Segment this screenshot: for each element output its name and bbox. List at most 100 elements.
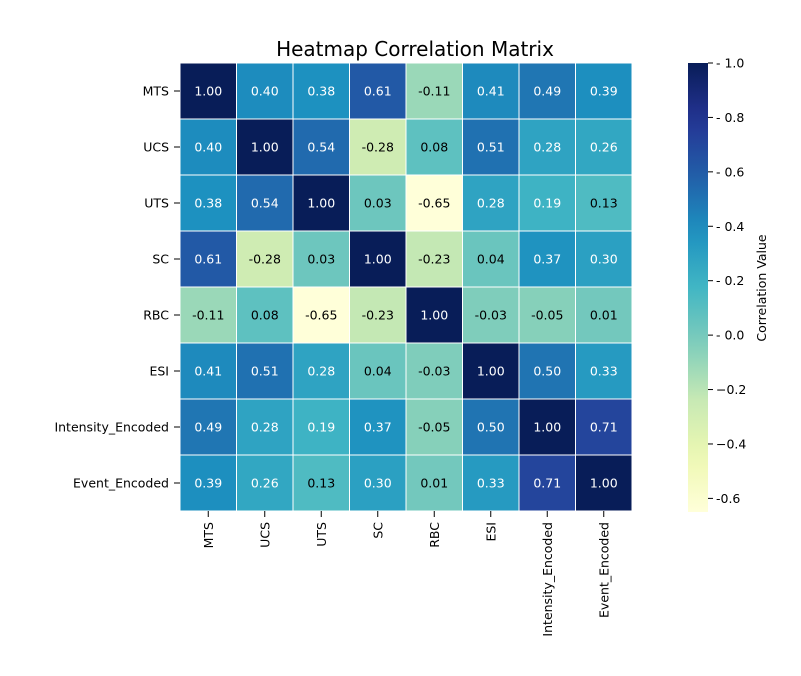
cell-value-label: 0.28 bbox=[477, 196, 505, 211]
cell-value-label: 0.49 bbox=[533, 84, 561, 99]
x-tick-label: SC bbox=[370, 522, 385, 539]
chart-title: Heatmap Correlation Matrix bbox=[276, 37, 554, 61]
x-tick-label: RBC bbox=[427, 522, 442, 548]
cell-value-label: 0.37 bbox=[364, 420, 392, 435]
colorbar-label: Correlation Value bbox=[754, 234, 769, 342]
heatmap-cell bbox=[405, 230, 463, 288]
cell-value-label: 0.51 bbox=[251, 364, 279, 379]
cell-value-label: 0.26 bbox=[590, 140, 618, 155]
heatmap-cell bbox=[349, 286, 407, 344]
cell-value-label: 0.28 bbox=[307, 364, 335, 379]
x-tick-label: Event_Encoded bbox=[596, 522, 611, 618]
cell-value-label: 0.54 bbox=[307, 140, 335, 155]
y-tick-label: UTS bbox=[144, 196, 169, 211]
cell-value-label: -0.28 bbox=[362, 140, 394, 155]
heatmap-cell bbox=[179, 230, 237, 288]
y-tick-label: UCS bbox=[143, 140, 169, 155]
heatmap-cell bbox=[575, 62, 633, 120]
heatmap-cell bbox=[292, 342, 350, 400]
heatmap-cell bbox=[349, 230, 407, 288]
heatmap-cell bbox=[462, 398, 520, 456]
colorbar-tick-label: - 0.0 bbox=[716, 328, 744, 343]
cell-value-label: 0.50 bbox=[533, 364, 561, 379]
y-tick-label: MTS bbox=[143, 84, 169, 99]
heatmap-cell bbox=[462, 342, 520, 400]
y-tick-label: Intensity_Encoded bbox=[54, 420, 169, 435]
x-tick-label: ESI bbox=[483, 522, 498, 542]
cell-value-label: 1.00 bbox=[364, 252, 392, 267]
cell-value-label: 0.50 bbox=[477, 420, 505, 435]
heatmap-cell bbox=[518, 398, 576, 456]
colorbar-tick-label: −0.2 bbox=[716, 382, 746, 397]
cell-value-label: -0.65 bbox=[418, 196, 450, 211]
heatmap-cell bbox=[236, 118, 294, 176]
heatmap-cell bbox=[292, 62, 350, 120]
cell-value-label: 1.00 bbox=[533, 420, 561, 435]
cell-value-label: 0.61 bbox=[364, 84, 392, 99]
cell-value-label: 1.00 bbox=[420, 308, 448, 323]
heatmap-cell bbox=[518, 230, 576, 288]
x-tick-label: MTS bbox=[201, 522, 216, 548]
heatmap-cell bbox=[575, 118, 633, 176]
cell-value-label: -0.28 bbox=[249, 252, 281, 267]
y-tick-label: SC bbox=[152, 252, 169, 267]
cell-value-label: 0.28 bbox=[251, 420, 279, 435]
heatmap-cell bbox=[236, 62, 294, 120]
heatmap-cell bbox=[405, 286, 463, 344]
y-tick-label: Event_Encoded bbox=[73, 476, 169, 491]
heatmap-cell bbox=[518, 342, 576, 400]
cell-value-label: 0.40 bbox=[194, 140, 222, 155]
cell-value-label: 0.37 bbox=[533, 252, 561, 267]
cell-value-label: -0.03 bbox=[475, 308, 507, 323]
cell-value-label: -0.11 bbox=[192, 308, 224, 323]
colorbar: -0.6 −0.4 −0.2 - 0.0 - 0.2 - 0.4 - 0.6 - 0.8 - 1… bbox=[688, 56, 746, 512]
heatmap-cell bbox=[575, 398, 633, 456]
cell-value-label: 0.71 bbox=[590, 420, 618, 435]
cell-value-label: 0.38 bbox=[307, 84, 335, 99]
heatmap-cell bbox=[292, 454, 350, 512]
heatmap-cell bbox=[575, 286, 633, 344]
cell-value-label: 0.08 bbox=[420, 140, 448, 155]
cell-value-label: 0.39 bbox=[194, 476, 222, 491]
x-tick-label: Intensity_Encoded bbox=[540, 522, 555, 637]
cell-value-label: 0.08 bbox=[251, 308, 279, 323]
heatmap-cell bbox=[236, 398, 294, 456]
x-tick-label: UTS bbox=[314, 522, 329, 547]
cell-value-label: 0.04 bbox=[364, 364, 392, 379]
cell-value-label: 0.01 bbox=[590, 308, 618, 323]
heatmap-cell bbox=[462, 62, 520, 120]
heatmap-cell bbox=[518, 286, 576, 344]
heatmap-cell bbox=[236, 174, 294, 232]
cell-value-label: 0.28 bbox=[533, 140, 561, 155]
colorbar-gradient bbox=[688, 63, 708, 512]
colorbar-tick-label: - 0.2 bbox=[716, 273, 744, 288]
heatmap-cell bbox=[292, 230, 350, 288]
cell-value-label: -0.03 bbox=[418, 364, 450, 379]
cell-value-label: 0.03 bbox=[364, 196, 392, 211]
y-tick-label: ESI bbox=[149, 364, 169, 379]
cell-value-label: -0.11 bbox=[418, 84, 450, 99]
y-tick-label: RBC bbox=[143, 308, 169, 323]
cell-value-label: 0.49 bbox=[194, 420, 222, 435]
cell-value-label: 0.03 bbox=[307, 252, 335, 267]
cell-value-label: 0.54 bbox=[251, 196, 279, 211]
colorbar-tick-label: -0.6 bbox=[716, 491, 740, 506]
cell-value-label: 0.51 bbox=[477, 140, 505, 155]
heatmap-cell bbox=[518, 174, 576, 232]
cell-value-label: 0.13 bbox=[590, 196, 618, 211]
heatmap-cell bbox=[405, 342, 463, 400]
heatmap-cell bbox=[349, 118, 407, 176]
heatmap-cell bbox=[462, 174, 520, 232]
heatmap-cell bbox=[179, 398, 237, 456]
heatmap-cell bbox=[405, 454, 463, 512]
cell-value-label: 0.01 bbox=[420, 476, 448, 491]
cell-value-label: 0.19 bbox=[533, 196, 561, 211]
cell-value-label: 0.30 bbox=[590, 252, 618, 267]
cell-value-label: 0.19 bbox=[307, 420, 335, 435]
cell-value-label: -0.05 bbox=[418, 420, 450, 435]
y-axis-tick-labels: MTS UCS UTS SC RBC ESI Intensity_Encoded Event_… bbox=[54, 84, 180, 491]
cell-value-label: 1.00 bbox=[477, 364, 505, 379]
cell-value-label: 0.38 bbox=[194, 196, 222, 211]
cell-value-label: 0.26 bbox=[251, 476, 279, 491]
